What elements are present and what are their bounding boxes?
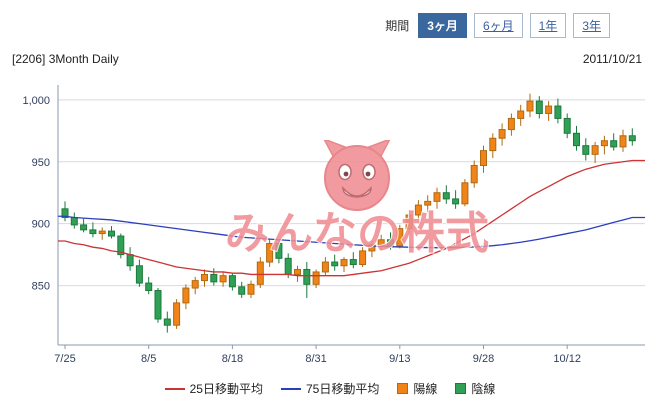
svg-text:8/18: 8/18 (222, 353, 243, 365)
legend-label-bearish: 陰線 (471, 382, 496, 396)
svg-text:9/28: 9/28 (473, 353, 494, 365)
period-button-6months[interactable]: 6ヶ月 (473, 13, 523, 38)
svg-text:9/13: 9/13 (389, 353, 410, 365)
legend-label-ma75: 75日移動平均 (305, 382, 380, 396)
chart-legend: 25日移動平均 75日移動平均 陽線 陰線 (0, 380, 660, 397)
svg-text:900: 900 (32, 219, 50, 231)
candlestick-chart: 850 900 950 1,000 7/25 8/5 8/18 8/31 9/13 9/28 10/… (22, 85, 645, 365)
bullish-candle-swatch (397, 383, 409, 394)
legend-item-bullish: 陽線 (397, 380, 437, 397)
svg-text:850: 850 (32, 281, 50, 293)
period-button-3months[interactable]: 3ヶ月 (418, 13, 467, 38)
ma25-line-swatch (164, 387, 185, 390)
bearish-candle-swatch (455, 383, 467, 394)
svg-text:7/25: 7/25 (54, 353, 75, 365)
legend-item-ma25: 25日移動平均 (164, 380, 263, 397)
period-label: 期間 (385, 19, 410, 33)
svg-text:8/5: 8/5 (141, 353, 156, 365)
svg-text:950: 950 (32, 157, 50, 169)
chart-title: [2206] 3Month Daily (12, 52, 119, 66)
svg-text:10/12: 10/12 (553, 353, 581, 365)
period-button-3years[interactable]: 3年 (573, 13, 610, 38)
svg-text:8/31: 8/31 (305, 353, 326, 365)
chart-date: 2011/10/21 (582, 52, 642, 66)
legend-label-bullish: 陽線 (413, 382, 438, 396)
legend-label-ma25: 25日移動平均 (189, 382, 263, 396)
period-selector: 期間 3ヶ月 6ヶ月 1年 3年 (385, 13, 610, 38)
legend-item-ma75: 75日移動平均 (280, 380, 380, 397)
ma75-line-swatch (280, 387, 301, 390)
svg-text:1,000: 1,000 (22, 95, 50, 107)
period-button-1year[interactable]: 1年 (529, 13, 567, 38)
legend-item-bearish: 陰線 (455, 380, 495, 397)
